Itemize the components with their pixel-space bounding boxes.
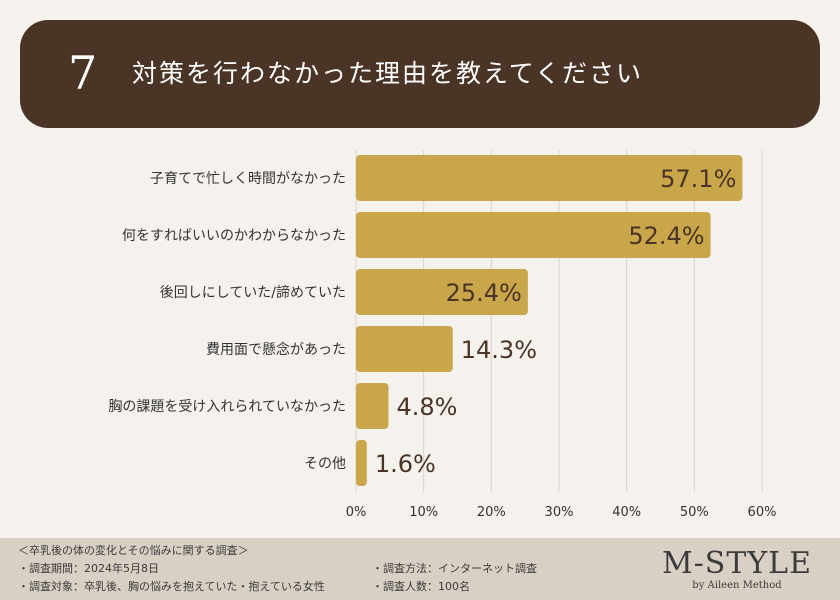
x-tick-label: 10% [409,505,438,520]
survey-title: ＜卒乳後の体の変化とその悩みに関する調査＞ [18,544,249,557]
x-tick-label: 20% [477,505,506,520]
title-banner: 7 対策を行わなかった理由を教えてください [20,20,820,128]
survey-method: ・調査方法：インターネット調査 [372,562,537,575]
category-label: その他 [304,456,346,472]
footer: ＜卒乳後の体の変化とその悩みに関する調査＞ ・調査期間：2024年5月8日 ・調… [0,538,840,600]
x-tick-label: 50% [680,505,709,520]
x-tick-label: 60% [748,505,777,520]
bar [356,212,711,258]
survey-period: ・調査期間：2024年5月8日 [18,562,159,575]
question-number: 7 [68,46,98,100]
x-tick-label: 40% [612,505,641,520]
bar [356,155,743,201]
category-label: 子育てで忙しく時間がなかった [150,171,346,187]
value-label: 52.4% [628,222,704,250]
x-tick-label: 0% [346,505,367,520]
category-label: 胸の課題を受け入れられていなかった [108,399,346,415]
value-label: 25.4% [446,279,522,307]
category-label: 費用面で懸念があった [206,341,346,358]
bar [356,383,389,429]
x-tick-label: 30% [545,505,574,520]
category-label: 後回しにしていた/諦めていた [160,284,346,301]
bar [356,326,453,372]
value-label: 1.6% [375,450,436,478]
survey-target: ・調査対象：卒乳後、胸の悩みを抱えていた・抱えている女性 [18,580,325,593]
brand-name: M-STYLE [661,546,812,581]
bar [356,269,528,315]
brand-logo: M-STYLE by Aileen Method [662,548,812,592]
question-title: 対策を行わなかった理由を教えてください [132,59,644,88]
value-label: 4.8% [396,393,457,421]
brand-subtitle: by Aileen Method [692,580,782,591]
category-label: 何をすればいいのかわからなかった [122,228,346,244]
bar-chart: 0% 10% 20% 30% 40% 50% 60% 子育てで忙しく時間がなかった 57.1% 何… [108,150,777,520]
bar [356,440,367,486]
survey-respondents: ・調査人数：100名 [372,580,470,593]
value-label: 14.3% [461,336,537,364]
value-label: 57.1% [660,165,736,193]
